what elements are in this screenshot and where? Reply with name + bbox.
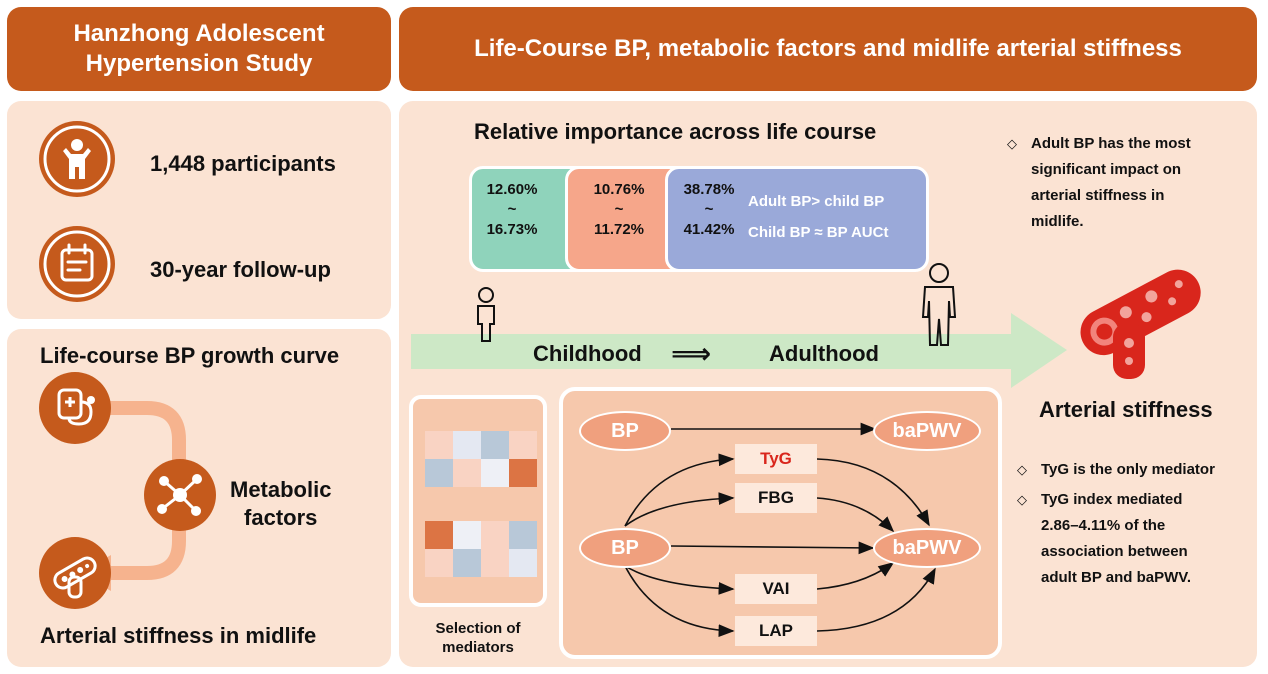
artery-plaque-icon bbox=[1080, 269, 1201, 379]
timeline-adulthood: Adulthood bbox=[769, 341, 879, 366]
metabolic-factors-label: Metabolic factors bbox=[230, 476, 331, 532]
study-title-line1: Hanzhong Adolescent bbox=[73, 20, 325, 47]
child-vs-auct-note: Child BP ≈ BP AUCt bbox=[748, 224, 889, 241]
stats-panel: 1,448 participants 30-year follow-up bbox=[7, 101, 391, 319]
mediator-heatmap-card bbox=[409, 395, 547, 607]
mediation-arrows bbox=[624, 422, 936, 638]
timeline-childhood: Childhood bbox=[533, 341, 642, 366]
participants-stat: 1,448 participants bbox=[150, 151, 336, 176]
arterial-stiffness-label: Arterial stiffness bbox=[1039, 397, 1213, 422]
metabolic-label-line1: Metabolic bbox=[230, 477, 332, 502]
artery-icon bbox=[39, 537, 111, 609]
blood-pressure-icon bbox=[39, 372, 111, 444]
mediator-tyg: TyG bbox=[735, 444, 817, 474]
mediation-diagram: BP baPWV BP baPWV TyG FBG VAI LAP bbox=[559, 387, 1002, 659]
metabolic-label-line2: factors bbox=[244, 505, 318, 530]
mediator-heatmap bbox=[425, 431, 537, 577]
growth-curve-panel: Life-course BP growth curve Metabolic fa bbox=[7, 329, 391, 667]
segment-bp-auct-values: 10.76% ~ 11.72% bbox=[593, 181, 645, 238]
segment-adult-values: 38.78% ~ 41.42% bbox=[683, 181, 735, 238]
importance-bar: 12.60% ~ 16.73% 10.76% ~ 11.72% 38.78% ~… bbox=[469, 166, 929, 272]
finding-tyg-mediated: ◇ TyG index mediated 2.86–4.11% of the a… bbox=[1017, 487, 1268, 591]
diamond-bullet-icon: ◇ bbox=[1007, 136, 1017, 151]
mediator-fbg: FBG bbox=[735, 483, 817, 513]
calendar-icon bbox=[39, 226, 115, 302]
followup-stat: 30-year follow-up bbox=[150, 257, 331, 282]
person-icon bbox=[39, 121, 115, 197]
finding-tyg-only: ◇ TyG is the only mediator bbox=[1017, 457, 1268, 483]
study-title-line2: Hypertension Study bbox=[85, 50, 313, 77]
child-figure-icon bbox=[477, 287, 495, 342]
main-title-header: Life-Course BP, metabolic factors and mi… bbox=[399, 7, 1257, 91]
segment-adult bbox=[665, 166, 929, 272]
growth-curve-title: Life-course BP growth curve bbox=[40, 343, 340, 368]
bp-node-main: BP bbox=[579, 528, 671, 568]
mediator-lap: LAP bbox=[735, 616, 817, 646]
main-title: Life-Course BP, metabolic factors and mi… bbox=[474, 35, 1182, 62]
main-panel: Relative importance across life course 1… bbox=[399, 101, 1257, 667]
metabolic-network-icon bbox=[144, 459, 216, 531]
importance-title: Relative importance across life course bbox=[474, 119, 877, 144]
segment-childhood-values: 12.60% ~ 16.73% bbox=[486, 181, 538, 238]
study-title-header: Hanzhong Adolescent Hypertension Study bbox=[7, 7, 391, 91]
adult-figure-icon bbox=[921, 263, 957, 346]
timeline-arrow-glyph: ⟹ bbox=[671, 338, 712, 369]
selection-of-mediators-label: Selection of mediators bbox=[435, 620, 521, 656]
finding-adult-bp: ◇ Adult BP has the most significant impa… bbox=[1007, 131, 1261, 235]
diamond-bullet-icon: ◇ bbox=[1017, 462, 1027, 477]
bapwv-node-top: baPWV bbox=[873, 411, 981, 451]
bp-node-top: BP bbox=[579, 411, 671, 451]
mediator-vai: VAI bbox=[735, 574, 817, 604]
life-course-arrow bbox=[411, 313, 1067, 388]
bapwv-node-main: baPWV bbox=[873, 528, 981, 568]
diamond-bullet-icon: ◇ bbox=[1017, 492, 1027, 507]
arterial-stiffness-midlife-label: Arterial stiffness in midlife bbox=[40, 623, 317, 648]
adult-vs-child-note: Adult BP> child BP bbox=[748, 193, 885, 210]
